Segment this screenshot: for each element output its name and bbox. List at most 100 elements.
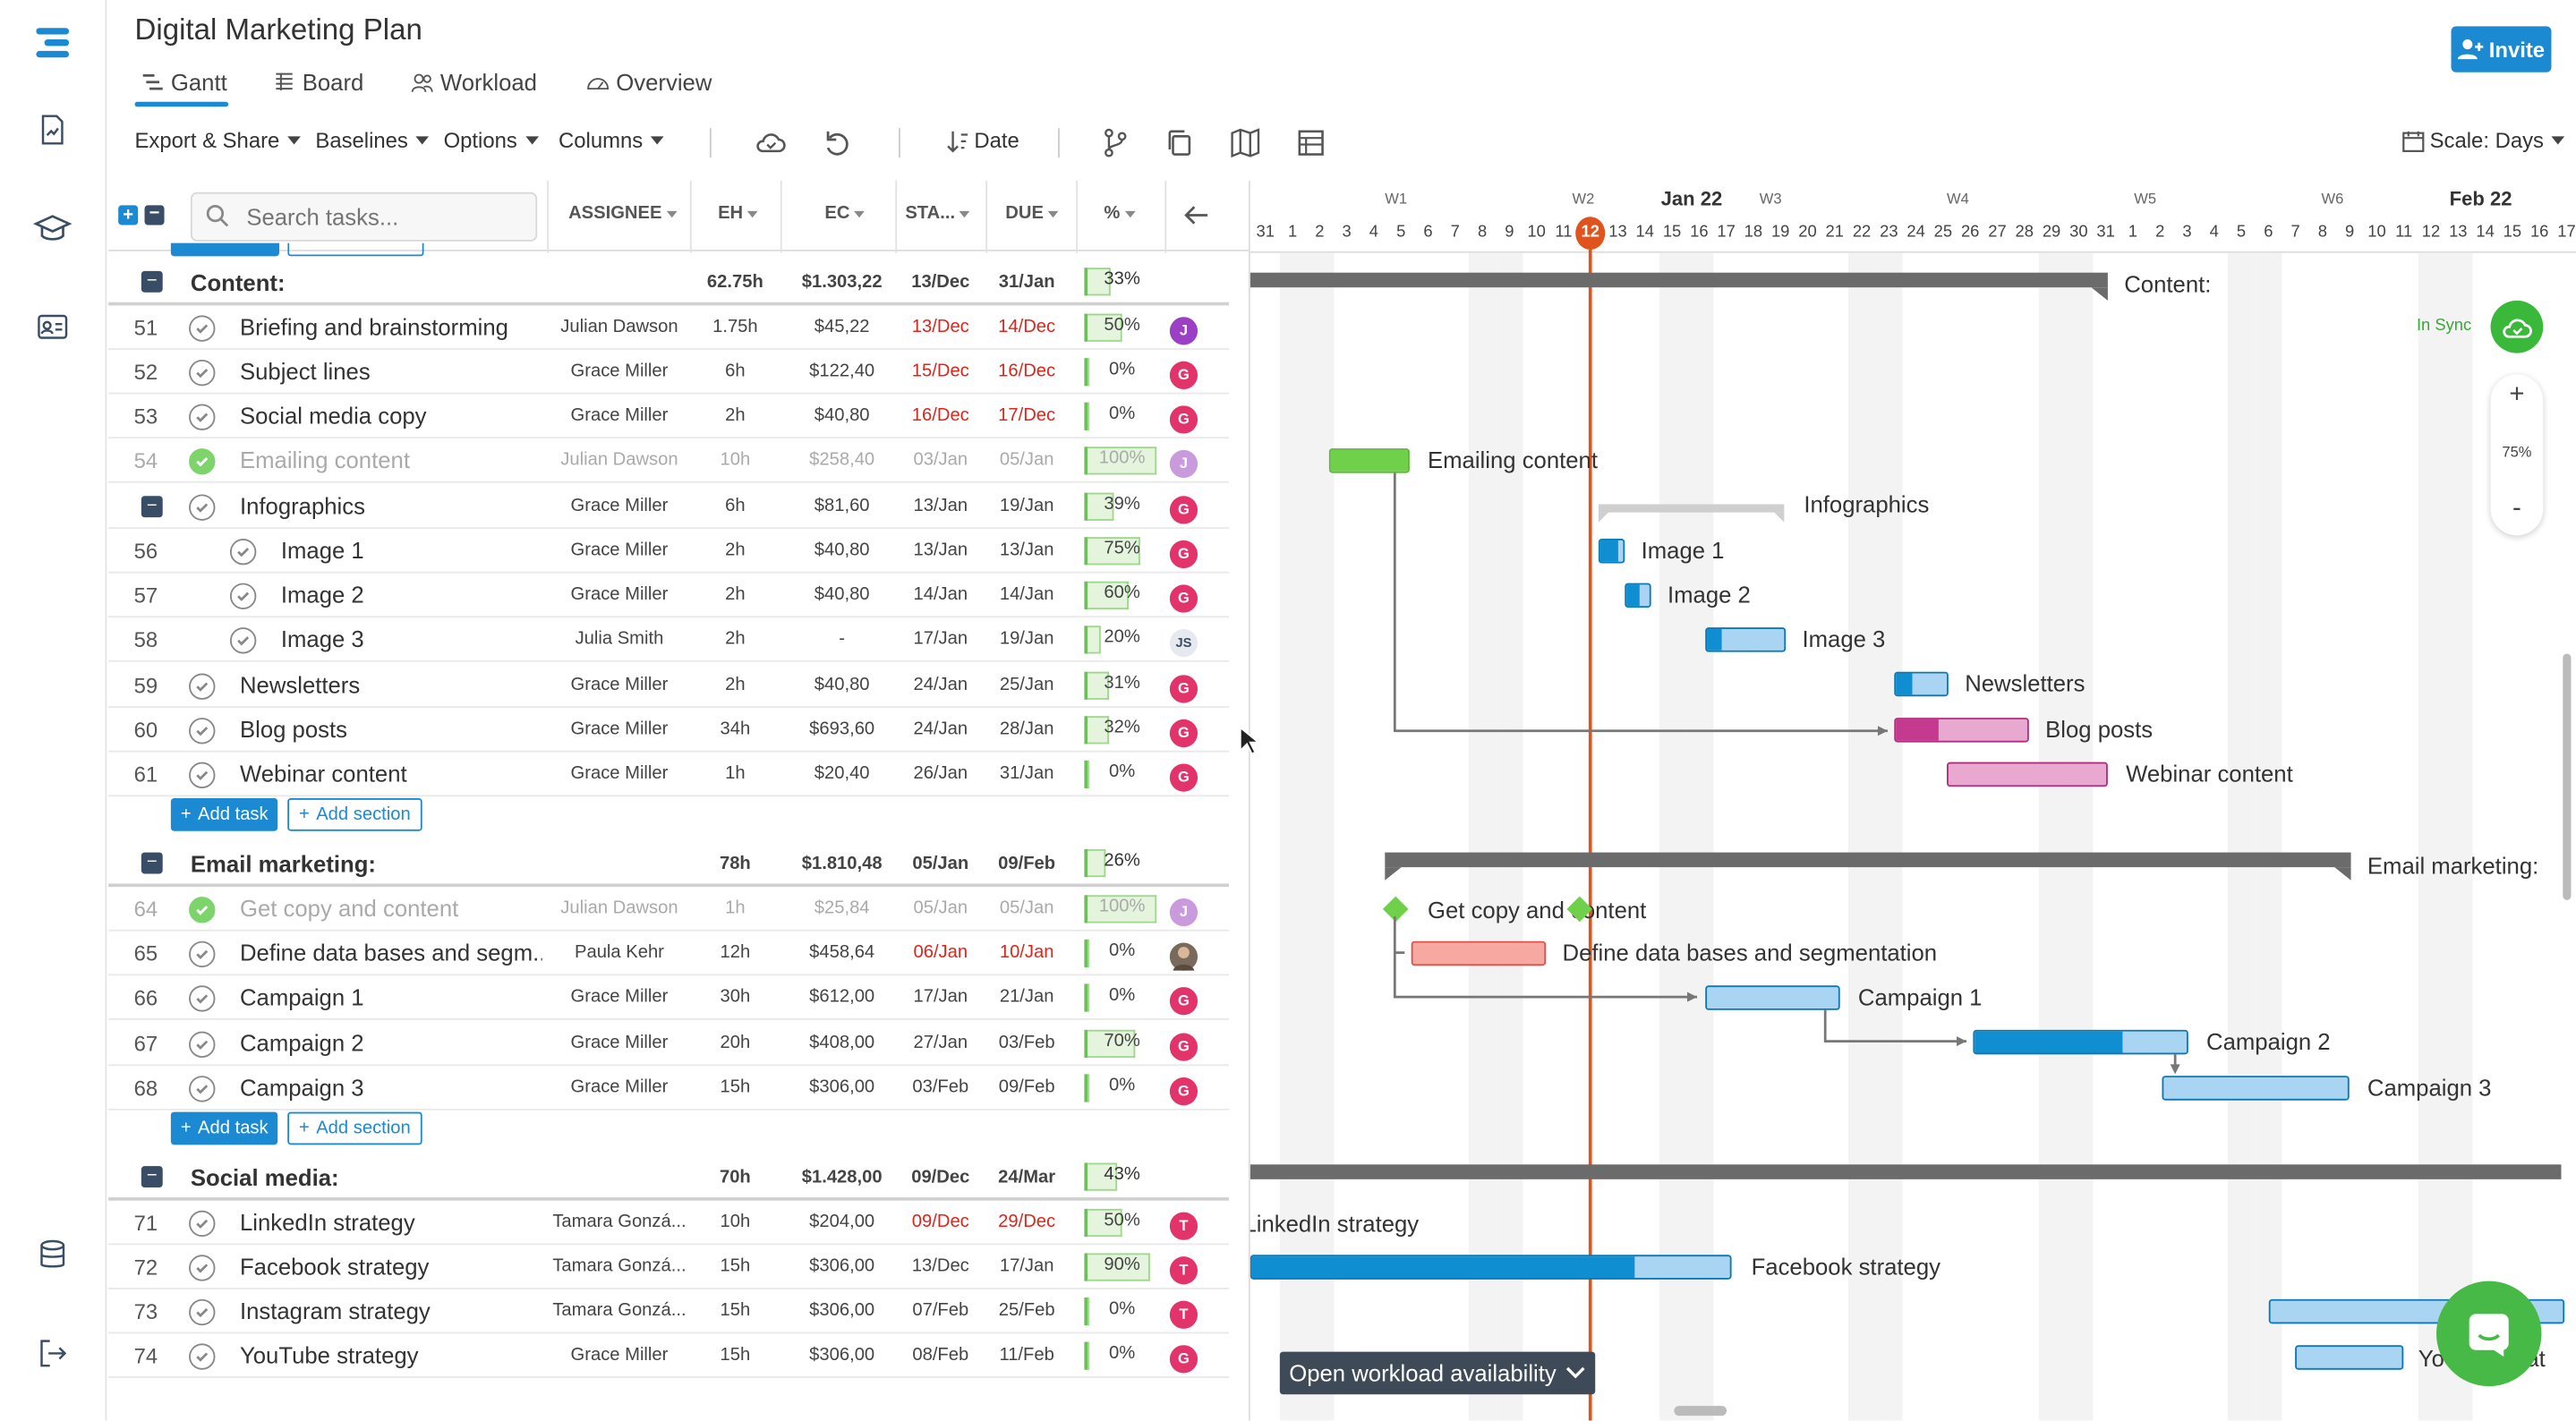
complete-checkbox[interactable] xyxy=(189,762,216,789)
task-name[interactable]: Image 2 xyxy=(280,581,364,608)
estimated-cost[interactable]: $693,60 xyxy=(809,719,875,739)
complete-checkbox[interactable] xyxy=(229,539,257,566)
estimated-cost[interactable]: $40,80 xyxy=(814,584,870,605)
avatar[interactable]: G xyxy=(1169,496,1198,524)
table-row[interactable]: 58 Image 3 Julia Smith 2h - 17/Jan 19/Ja… xyxy=(108,617,1229,662)
complete-checkbox[interactable] xyxy=(189,1298,216,1326)
estimated-cost[interactable]: $306,00 xyxy=(809,1077,875,1098)
complete-checkbox[interactable] xyxy=(189,1255,216,1281)
start-date[interactable]: 13/Jan xyxy=(913,540,968,560)
task-name[interactable]: LinkedIn strategy xyxy=(239,1208,415,1236)
table-row[interactable]: 67 Campaign 2 Grace Miller 20h $408,00 2… xyxy=(108,1022,1229,1067)
avatar[interactable]: G xyxy=(1169,1033,1198,1061)
estimated-cost[interactable]: $81,60 xyxy=(814,496,870,516)
section-row[interactable]: − Social media: 70h $1.428,00 09/Dec 24/… xyxy=(108,1154,1229,1201)
section-name[interactable]: Social media: xyxy=(190,1164,339,1191)
start-date[interactable]: 24/Jan xyxy=(913,719,968,739)
table-row[interactable]: 73 Instagram strategy Tamara Gonzá... 15… xyxy=(108,1289,1229,1334)
avatar[interactable]: J xyxy=(1169,898,1198,927)
table-row[interactable]: 71 LinkedIn strategy Tamara Gonzá... 10h… xyxy=(108,1201,1229,1246)
estimated-hours[interactable]: 1h xyxy=(725,763,746,784)
avatar[interactable]: T xyxy=(1169,1256,1198,1285)
task-name[interactable]: Blog posts xyxy=(239,716,347,743)
table-icon[interactable] xyxy=(1294,126,1327,159)
task-name[interactable]: Campaign 1 xyxy=(239,983,364,1010)
estimated-hours[interactable]: 15h xyxy=(720,1300,751,1321)
table-row[interactable]: 56 Image 1 Grace Miller 2h $40,80 13/Jan… xyxy=(108,529,1229,574)
task-name[interactable]: Facebook strategy xyxy=(239,1253,430,1280)
start-date[interactable]: 15/Dec xyxy=(911,361,969,381)
task-name[interactable]: Briefing and brainstorming xyxy=(239,313,508,340)
complete-checkbox[interactable] xyxy=(189,1076,216,1102)
column-header-start[interactable]: STA... xyxy=(905,204,971,224)
tab-overview[interactable]: Overview xyxy=(586,69,712,95)
avatar[interactable]: G xyxy=(1169,763,1198,792)
task-bar[interactable] xyxy=(1705,985,1840,1010)
assignee[interactable]: Grace Miller xyxy=(570,1345,669,1366)
table-row[interactable]: 54 Emailing content Julian Dawson 10h $2… xyxy=(108,438,1229,483)
column-header-ec[interactable]: EC xyxy=(824,204,866,224)
task-name[interactable]: Emailing content xyxy=(239,447,410,473)
avatar[interactable]: G xyxy=(1169,405,1198,434)
estimated-hours[interactable]: 2h xyxy=(725,628,746,650)
task-bar[interactable] xyxy=(1411,940,1547,966)
task-bar[interactable] xyxy=(1894,671,1949,697)
estimated-hours[interactable]: 30h xyxy=(720,987,751,1008)
estimated-cost[interactable]: $306,00 xyxy=(809,1256,875,1277)
task-bar[interactable] xyxy=(2295,1345,2404,1370)
avatar[interactable]: G xyxy=(1169,675,1198,703)
task-bar[interactable] xyxy=(1705,627,1787,652)
task-name[interactable]: Social media copy xyxy=(239,402,427,430)
task-name[interactable]: Instagram strategy xyxy=(239,1298,431,1324)
avatar[interactable]: JS xyxy=(1169,628,1198,658)
assignee[interactable]: Grace Miller xyxy=(570,584,669,605)
complete-checkbox[interactable] xyxy=(189,940,216,968)
assignee[interactable]: Grace Miller xyxy=(570,361,669,381)
due-date[interactable]: 25/Jan xyxy=(999,675,1054,695)
due-date[interactable]: 17/Jan xyxy=(999,1256,1054,1277)
due-date[interactable]: 19/Jan xyxy=(999,628,1054,650)
estimated-cost[interactable]: $25,84 xyxy=(814,898,870,919)
start-date[interactable]: 24/Jan xyxy=(913,675,968,695)
options-menu[interactable]: Options xyxy=(444,128,539,153)
critical-path-icon[interactable] xyxy=(1099,126,1132,159)
table-row[interactable]: 68 Campaign 3 Grace Miller 15h $306,00 0… xyxy=(108,1066,1229,1110)
baselines-menu[interactable]: Baselines xyxy=(315,128,430,153)
assignee[interactable]: Julian Dawson xyxy=(560,898,678,919)
social-summary-bar[interactable] xyxy=(1250,1164,2562,1179)
complete-checkbox[interactable] xyxy=(189,448,216,475)
estimated-cost[interactable]: $45,22 xyxy=(814,317,870,337)
task-name[interactable]: YouTube strategy xyxy=(239,1341,419,1368)
table-row[interactable]: 51 Briefing and brainstorming Julian Daw… xyxy=(108,305,1229,350)
cloud-sync-icon[interactable] xyxy=(754,126,787,159)
estimated-hours[interactable]: 10h xyxy=(720,1212,751,1232)
complete-checkbox[interactable] xyxy=(189,718,216,745)
avatar[interactable]: G xyxy=(1169,1345,1198,1374)
zoom-in-button[interactable]: + xyxy=(2509,380,2525,410)
task-name[interactable]: Image 1 xyxy=(280,537,364,564)
complete-checkbox[interactable] xyxy=(189,985,216,1012)
estimated-hours[interactable]: 2h xyxy=(725,540,746,560)
section-name[interactable]: Email marketing: xyxy=(190,850,377,878)
estimated-cost[interactable]: $40,80 xyxy=(814,540,870,560)
academy-icon[interactable] xyxy=(32,208,73,248)
add-task-button[interactable]: + Add task xyxy=(170,1111,278,1145)
copy-icon[interactable] xyxy=(1164,126,1197,159)
estimated-hours[interactable]: 2h xyxy=(725,405,746,426)
start-date[interactable]: 03/Feb xyxy=(912,1077,969,1098)
avatar[interactable]: J xyxy=(1169,317,1198,345)
expand-all-icon[interactable]: + xyxy=(118,205,139,225)
due-date[interactable]: 31/Jan xyxy=(999,763,1054,784)
complete-checkbox[interactable] xyxy=(189,494,216,521)
estimated-hours[interactable]: 15h xyxy=(720,1256,751,1277)
complete-checkbox[interactable] xyxy=(189,404,216,430)
contacts-icon[interactable] xyxy=(33,307,73,346)
export-share-menu[interactable]: Export & Share xyxy=(135,128,302,153)
complete-checkbox[interactable] xyxy=(229,583,257,609)
task-name[interactable]: Define data bases and segm... xyxy=(239,939,542,966)
estimated-hours[interactable]: 6h xyxy=(725,361,746,381)
due-date[interactable]: 28/Jan xyxy=(999,719,1054,739)
due-date[interactable]: 11/Feb xyxy=(999,1345,1054,1366)
logout-icon[interactable] xyxy=(33,1333,73,1373)
complete-checkbox[interactable] xyxy=(229,627,257,654)
